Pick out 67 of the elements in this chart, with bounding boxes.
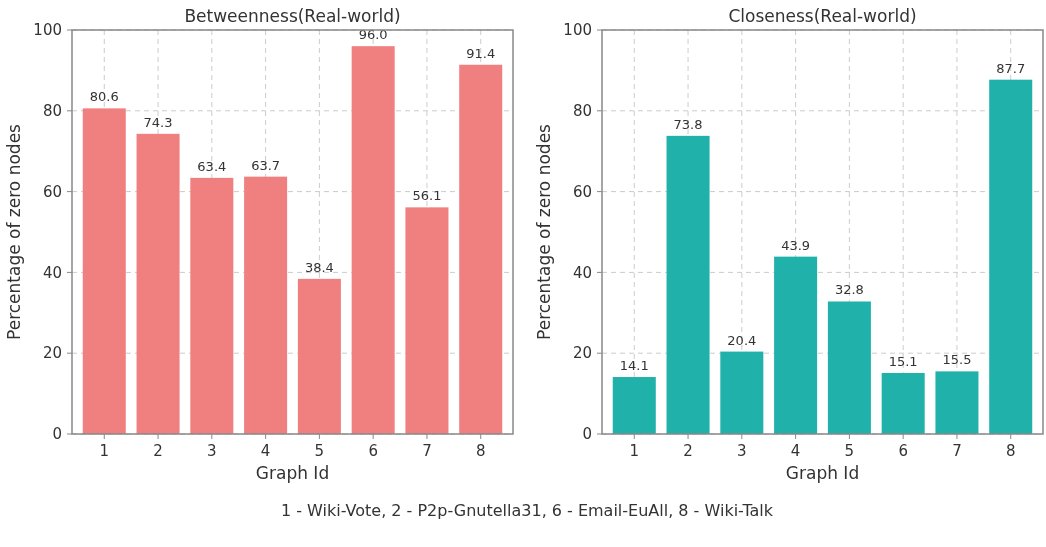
x-tick-label: 4 [790, 442, 801, 460]
x-tick-label: 5 [314, 442, 325, 460]
bar [136, 133, 180, 434]
y-tick-label: 20 [572, 344, 592, 363]
x-tick-label: 3 [207, 442, 217, 460]
x-tick-label: 6 [368, 442, 378, 460]
y-tick-label: 100 [563, 21, 592, 40]
chart-title: Closeness(Real-world) [728, 6, 917, 26]
bar [720, 351, 764, 434]
data-label: 32.8 [834, 282, 864, 298]
bar [881, 373, 925, 434]
x-tick-label: 8 [1005, 442, 1016, 460]
data-label: 74.3 [143, 114, 173, 130]
x-tick-label: 2 [153, 442, 163, 460]
bar [405, 207, 449, 434]
x-tick-label: 8 [475, 442, 486, 460]
data-label: 20.4 [727, 332, 757, 348]
y-tick-label: 60 [572, 182, 592, 201]
bar [297, 278, 341, 434]
x-tick-label: 1 [629, 442, 640, 460]
x-tick-label: 7 [952, 442, 962, 460]
bar [666, 135, 710, 434]
y-tick-label: 80 [572, 102, 592, 121]
data-label: 56.1 [412, 188, 442, 204]
y-tick-label: 20 [42, 344, 62, 363]
bar [935, 371, 979, 434]
y-tick-label: 80 [42, 102, 62, 121]
y-tick-label: 60 [42, 182, 62, 201]
bar [612, 377, 656, 434]
data-label: 15.5 [942, 352, 972, 368]
text: 1 - Wiki-Vote, 2 - P2p-Gnutella31, 6 - Email-EuAll, 8 - Wiki-Talk [280, 501, 774, 520]
bar [459, 64, 503, 434]
data-label: 96.0 [358, 27, 388, 43]
bar [82, 108, 126, 434]
chart-title: Betweenness(Real-world) [184, 6, 401, 26]
bar [989, 79, 1033, 434]
y-tick-label: 100 [33, 21, 62, 40]
data-label: 73.8 [673, 116, 703, 132]
data-label: 15.1 [888, 354, 918, 369]
x-axis-title: Graph Id [255, 463, 330, 483]
bar [190, 177, 234, 434]
x-tick-label: 2 [683, 442, 693, 460]
bar [244, 176, 288, 434]
x-tick-label: 4 [260, 442, 271, 460]
y-tick-label: 40 [572, 263, 592, 282]
x-axis-title: Graph Id [785, 463, 860, 483]
bar [774, 256, 818, 434]
x-tick-label: 7 [422, 442, 432, 460]
y-tick-label: 40 [42, 263, 62, 282]
y-axis-title: Percentage of zero nodes [534, 123, 554, 340]
x-tick-label: 5 [844, 442, 855, 460]
x-tick-label: 6 [898, 442, 908, 460]
y-tick-label: 0 [52, 425, 62, 444]
y-tick-label: 0 [582, 425, 592, 444]
data-label: 14.1 [619, 358, 649, 374]
data-label: 63.7 [251, 157, 281, 173]
x-tick-label: 3 [737, 442, 747, 460]
bar [351, 46, 395, 434]
data-label: 80.6 [89, 89, 119, 105]
data-label: 91.4 [466, 45, 496, 61]
data-label: 87.7 [996, 60, 1026, 76]
data-label: 38.4 [304, 259, 334, 275]
bar [827, 301, 871, 434]
data-label: 63.4 [197, 158, 227, 174]
y-axis-title: Percentage of zero nodes [4, 123, 24, 340]
x-tick-label: 1 [99, 442, 110, 460]
data-label: 43.9 [781, 237, 811, 253]
